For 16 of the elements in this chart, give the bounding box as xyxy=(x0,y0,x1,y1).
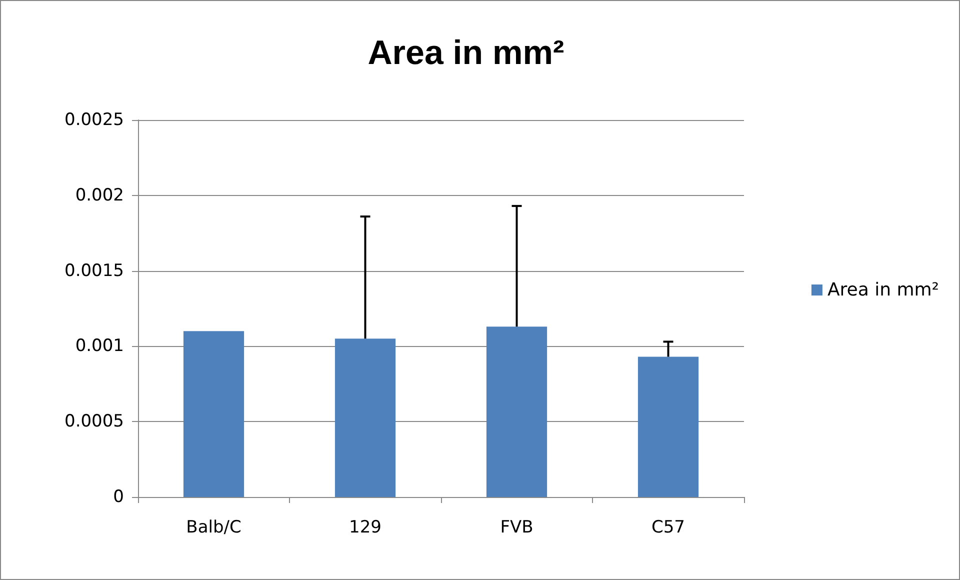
y-tick-label: 0.0005 xyxy=(64,412,124,432)
bar xyxy=(638,356,699,497)
y-tick-label: 0 xyxy=(113,487,124,507)
y-tick-label: 0.0015 xyxy=(64,260,124,281)
bar xyxy=(334,338,396,497)
bar xyxy=(183,331,244,497)
x-tick-label: 129 xyxy=(349,518,382,538)
x-tick-label: Balb/C xyxy=(186,518,242,538)
legend-label: Area in mm² xyxy=(827,280,940,300)
y-tick-label: 0.002 xyxy=(75,185,124,206)
bar xyxy=(486,326,548,497)
x-tick-label: C57 xyxy=(651,518,686,538)
y-tick-label: 0.0025 xyxy=(64,110,124,130)
chart-title: Area in mm² xyxy=(368,34,564,72)
x-tick-label: FVB xyxy=(500,518,534,538)
y-tick-label: 0.001 xyxy=(75,336,124,356)
